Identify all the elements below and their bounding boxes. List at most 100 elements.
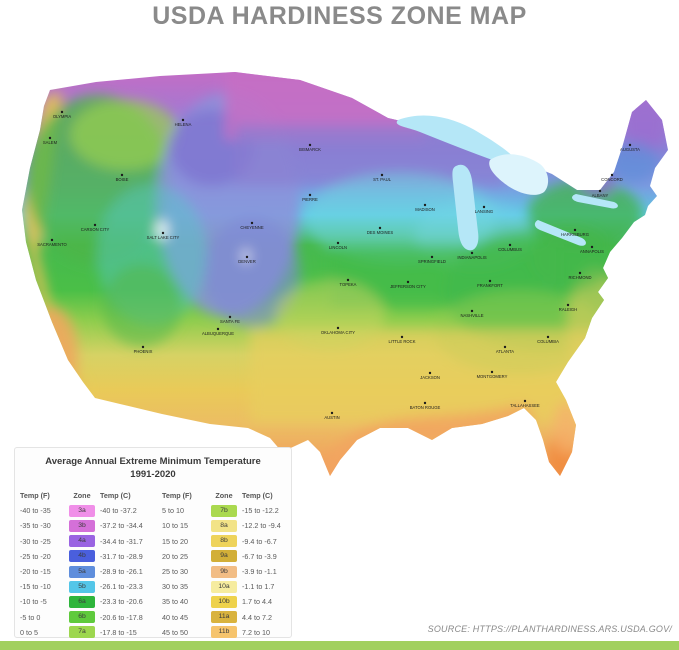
temp-c-value: -17.8 to -15 — [100, 627, 137, 637]
city-dot — [336, 241, 340, 245]
city-label: LANSING — [475, 209, 493, 214]
city-label: DES MOINES — [367, 230, 393, 235]
zone-chip: 4b — [69, 550, 95, 563]
city-label: OLYMPIA — [53, 114, 72, 119]
temp-f-value: -35 to -30 — [20, 521, 51, 531]
city-dot — [508, 243, 512, 247]
city-label: HELENA — [175, 122, 192, 127]
temp-c-value: -1.1 to 1.7 — [242, 582, 275, 592]
city-label: RICHMOND — [568, 275, 591, 280]
city-label: SALT LAKE CITY — [147, 235, 180, 240]
zone-chip: 8a — [211, 519, 237, 532]
zone-chip: 7b — [211, 504, 237, 517]
zone-chip: 6a — [69, 595, 95, 608]
great-lakes — [396, 115, 618, 251]
city-label: ALBUQUERQUE — [202, 331, 234, 336]
temp-c-value: -9.4 to -6.7 — [242, 536, 277, 546]
city-dot — [308, 193, 312, 197]
city-dot — [308, 143, 312, 147]
legend-table-right: Temp (F) Zone Temp (C) 5 to 10 7b -15 to -12.… — [162, 488, 294, 640]
city-dot — [598, 189, 602, 193]
lake-superior — [396, 115, 517, 165]
city-dot — [490, 370, 494, 374]
city-dot — [610, 173, 614, 177]
temp-c-value: -15 to -12.2 — [242, 506, 279, 516]
legend-col-header: Temp (F) — [162, 491, 192, 501]
zone-chip: 5a — [69, 565, 95, 578]
footer-bar — [0, 641, 679, 650]
zone-chip: 10b — [211, 595, 237, 608]
temp-c-value: -20.6 to -17.8 — [100, 612, 143, 622]
temp-f-value: -10 to -5 — [20, 597, 47, 607]
zone-chip: 9a — [211, 550, 237, 563]
temp-c-value: -6.7 to -3.9 — [242, 551, 277, 561]
city-dot — [578, 271, 582, 275]
city-dot — [573, 228, 577, 232]
city-label: ST. PAUL — [373, 177, 392, 182]
city-dot — [336, 326, 340, 330]
city-dot — [523, 399, 527, 403]
zone-chip: 9b — [211, 565, 237, 578]
city-dot — [423, 203, 427, 207]
city-dot — [482, 205, 486, 209]
legend-table-left: Temp (F) Zone Temp (C) -40 to -35 3a -40 to -… — [20, 488, 152, 640]
city-label: BATON ROUGE — [410, 405, 441, 410]
city-label: SALEM — [43, 140, 58, 145]
city-dot — [228, 315, 232, 319]
temp-f-value: 0 to 5 — [20, 627, 38, 637]
city-dot — [628, 143, 632, 147]
page-title: USDA HARDINESS ZONE MAP — [152, 2, 527, 30]
legend-col-header: Zone — [73, 491, 91, 501]
temp-f-value: 25 to 30 — [162, 567, 188, 577]
city-label: NASHVILLE — [460, 313, 483, 318]
city-dot — [216, 327, 220, 331]
city-label: ATLANTA — [496, 349, 514, 354]
city-label: COLUMBIA — [537, 339, 559, 344]
legend-title-line1: Average Annual Extreme Minimum Temperatu… — [45, 456, 261, 467]
zone-chip: 7a — [69, 626, 95, 639]
zone-chip: 11b — [211, 626, 237, 639]
lake-ontario — [572, 194, 618, 209]
city-dot — [120, 173, 124, 177]
temp-c-value: -26.1 to -23.3 — [100, 582, 143, 592]
city-label: PHOENIX — [134, 349, 153, 354]
temp-c-value: -28.9 to -26.1 — [100, 567, 143, 577]
temp-f-value: 40 to 45 — [162, 612, 188, 622]
temp-f-value: 45 to 50 — [162, 627, 188, 637]
temp-c-value: -3.9 to -1.1 — [242, 567, 277, 577]
city-label: CONCORD — [601, 177, 623, 182]
city-dot — [93, 223, 97, 227]
city-dot — [590, 245, 594, 249]
temp-c-value: -40 to -37.2 — [100, 506, 137, 516]
city-label: BOISE — [116, 177, 129, 182]
city-label: CARSON CITY — [81, 227, 110, 232]
temp-c-value: -37.2 to -34.4 — [100, 521, 143, 531]
lake-huron — [489, 154, 549, 195]
city-label: ALBANY — [592, 193, 609, 198]
city-dot — [346, 278, 350, 282]
city-label: INDIANAPOLIS — [457, 255, 487, 260]
temp-c-value: -31.7 to -28.9 — [100, 551, 143, 561]
legend: Average Annual Extreme Minimum Temperatu… — [14, 447, 292, 640]
city-label: TALLAHASSEE — [510, 403, 540, 408]
zone-chip: 4a — [69, 535, 95, 548]
legend-col-header: Temp (F) — [20, 491, 50, 501]
city-dot — [470, 251, 474, 255]
temp-c-value: 4.4 to 7.2 — [242, 612, 272, 622]
city-label: RALEIGH — [559, 307, 577, 312]
city-dot — [60, 110, 64, 114]
legend-col-header: Temp (C) — [242, 491, 273, 501]
city-label: LINCOLN — [329, 245, 347, 250]
zone-chip: 5b — [69, 580, 95, 593]
temp-f-value: 10 to 15 — [162, 521, 188, 531]
temp-f-value: -15 to -10 — [20, 582, 51, 592]
legend-tables: Temp (F) Zone Temp (C) -40 to -35 3a -40 to -… — [15, 488, 291, 640]
zone-chip: 3a — [69, 504, 95, 517]
city-label: TOPEKA — [340, 282, 357, 287]
city-label: BISMARCK — [299, 147, 321, 152]
city-dot — [250, 221, 254, 225]
city-label: OKLAHOMA CITY — [321, 330, 355, 335]
legend-title-line2: 1991-2020 — [130, 469, 176, 480]
